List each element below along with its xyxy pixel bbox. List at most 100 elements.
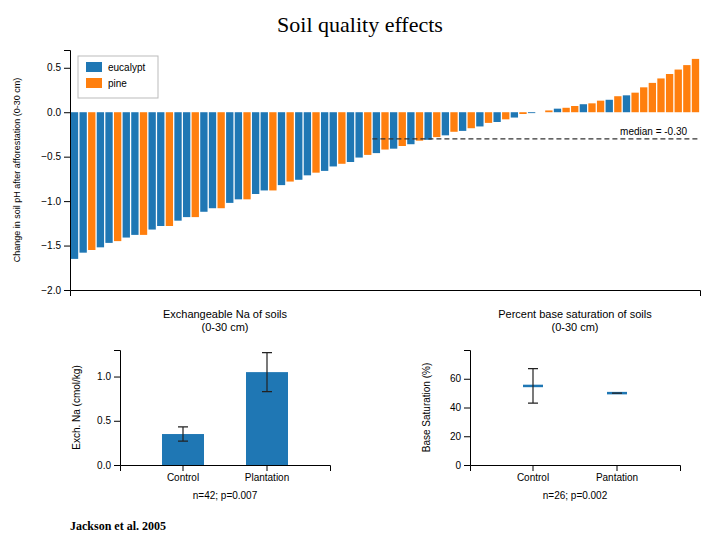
bar [97, 112, 104, 247]
tick-mark [617, 465, 618, 471]
bar [666, 74, 673, 112]
bar [209, 112, 216, 208]
y-axis: 0204060 [450, 351, 471, 471]
bar [416, 112, 423, 140]
tick-mark [464, 436, 470, 437]
marks [523, 369, 627, 404]
legend-frame [78, 56, 158, 98]
bar [537, 112, 544, 113]
plot: ControlPantation0204060 [450, 351, 681, 484]
bar [166, 112, 173, 226]
legend-item: eucalypt [86, 62, 145, 73]
tick: 0.5 [97, 415, 120, 426]
annotation: median = -0.30 [620, 126, 687, 137]
bar [606, 100, 613, 112]
tick-mark [267, 465, 268, 471]
chart-title-line: (0-30 cm) [551, 321, 598, 333]
tick-label: −2.0 [41, 285, 61, 296]
marks [162, 353, 288, 465]
legend-swatch [86, 78, 102, 88]
bar [390, 112, 397, 148]
bar [79, 112, 86, 252]
bar [459, 112, 466, 131]
bar [321, 112, 328, 171]
tick-mark [114, 465, 120, 466]
tick-mark [464, 408, 470, 409]
axis-line [71, 291, 701, 297]
tick: Pantation [596, 465, 638, 483]
dash-marker [607, 392, 627, 395]
x-axis: Control Pantation [471, 465, 681, 483]
bar [442, 112, 449, 135]
bar [217, 112, 224, 208]
legend-item: pine [86, 78, 127, 89]
bar [554, 109, 561, 113]
bar [493, 112, 500, 122]
bar [148, 112, 155, 229]
x-axis [71, 291, 701, 297]
tick-label: 40 [450, 402, 462, 413]
tick: 0.0 [47, 107, 70, 118]
tick-label: 0.5 [47, 62, 61, 73]
bar [683, 65, 690, 112]
tick-label: 0.0 [47, 107, 61, 118]
tick: 1.0 [97, 371, 120, 382]
bar [114, 112, 121, 241]
tick: 20 [450, 431, 470, 442]
bar [692, 59, 699, 112]
bar [399, 112, 406, 146]
tick-label: 20 [450, 431, 462, 442]
chart-title-line: (0-30 cm) [201, 321, 248, 333]
bar [485, 112, 492, 123]
tick-label: −1.5 [41, 240, 61, 251]
axis-line [114, 351, 121, 466]
tick-label: −0.5 [41, 151, 61, 162]
bar [200, 112, 207, 212]
tick: −0.5 [41, 151, 70, 162]
chart-title-line: Percent base saturation of soils [498, 308, 652, 320]
tick: Control [517, 465, 549, 483]
bar [597, 101, 604, 113]
axis-line [471, 466, 681, 472]
bar [450, 112, 457, 132]
error-bar [178, 427, 188, 441]
tick-mark [464, 379, 470, 380]
bar [269, 112, 276, 190]
bar [545, 110, 552, 112]
footnote: n=26; p=0.002 [543, 490, 608, 501]
bar [355, 112, 362, 157]
bar [252, 112, 259, 194]
bar [588, 103, 595, 112]
bar [192, 112, 199, 217]
tick-mark [183, 465, 184, 471]
bar [183, 112, 190, 217]
tick-label: 0.5 [97, 415, 111, 426]
bar [330, 112, 337, 166]
tick-label: Control [517, 472, 549, 483]
bar [571, 106, 578, 112]
bar [476, 112, 483, 126]
tick: Plantation [245, 465, 289, 483]
tick-mark [114, 377, 120, 378]
bar [519, 112, 526, 114]
chart-title: Exchangeable Na of soils(0-30 cm) [163, 308, 288, 333]
tick-mark [64, 290, 70, 291]
bar [649, 83, 656, 112]
bar [261, 112, 268, 190]
citation: Jackson et al. 2005 [70, 519, 166, 533]
tick-label: Plantation [245, 472, 289, 483]
bar [623, 95, 630, 112]
bar [381, 112, 388, 149]
bar [243, 112, 250, 199]
bar [502, 112, 509, 119]
bar [657, 78, 664, 112]
bar [614, 96, 621, 112]
tick-mark [64, 112, 70, 113]
bar [468, 112, 475, 128]
bar [174, 112, 181, 220]
tick-mark [533, 465, 534, 471]
error-bar [262, 353, 272, 392]
bar [123, 112, 130, 237]
tick: 40 [450, 402, 470, 413]
bar [312, 112, 319, 172]
